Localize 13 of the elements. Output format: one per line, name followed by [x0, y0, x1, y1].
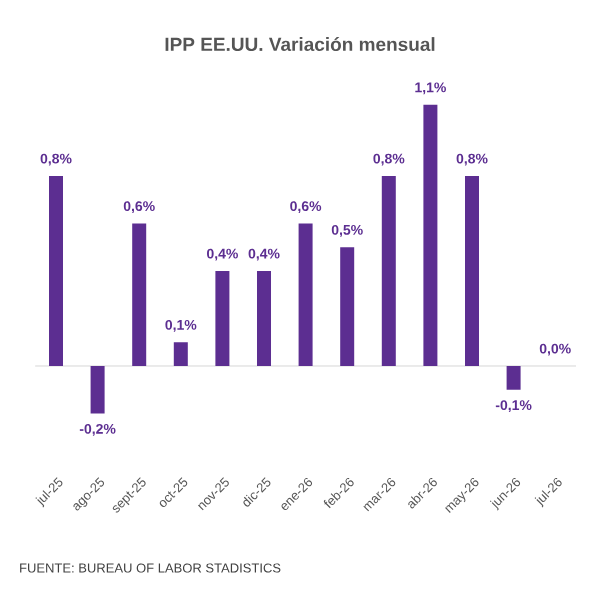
bar — [132, 223, 147, 366]
bar — [423, 104, 438, 366]
bar — [465, 175, 479, 366]
bar — [381, 175, 396, 366]
bar — [257, 271, 271, 366]
bar — [340, 247, 355, 366]
chart-title: IPP EE.UU. Variación mensual — [165, 36, 435, 52]
bar — [49, 175, 63, 366]
bar — [215, 271, 230, 366]
bar — [506, 366, 521, 390]
bar — [298, 223, 313, 366]
bar — [90, 366, 105, 414]
bar — [173, 342, 188, 366]
